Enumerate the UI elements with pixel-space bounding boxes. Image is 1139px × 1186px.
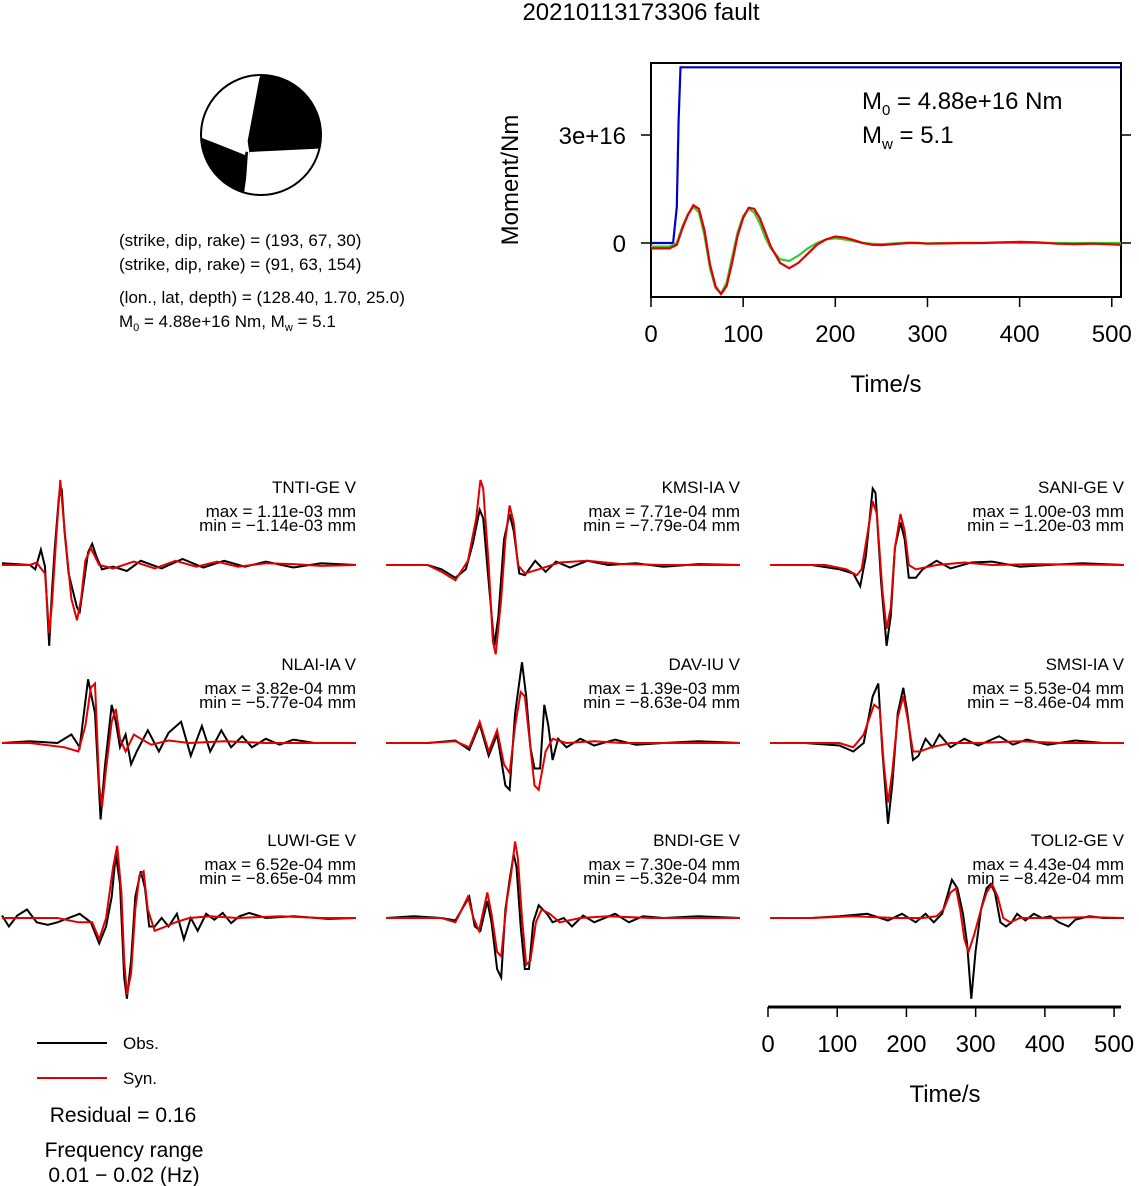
stf-magnitude-annotation: Mw = 5.1: [862, 122, 954, 153]
stf-ylabel: Moment/Nm: [497, 115, 524, 246]
synthetic-waveform: [770, 881, 1125, 956]
station-name: SMSI-IA V: [1046, 655, 1125, 674]
focal-mechanism-beachball: [200, 74, 322, 196]
waveform-xtick-label: 100: [817, 1031, 857, 1058]
legend-obs-label: Obs.: [123, 1034, 159, 1053]
synthetic-waveform: [2, 681, 356, 807]
waveform-xtick-label: 200: [886, 1031, 926, 1058]
station-max: max = 1.39e-03 mm: [588, 679, 740, 698]
observed-waveform: [1, 854, 357, 999]
station-min: min = −8.42e-04 mm: [967, 869, 1124, 888]
waveform-xtick-label: 300: [956, 1031, 996, 1058]
station-max: max = 7.71e-04 mm: [588, 502, 740, 521]
synthetic-waveform: [2, 479, 357, 634]
stf-ytick-label: 3e+16: [559, 123, 626, 150]
station-max: max = 1.11e-03 mm: [206, 502, 356, 521]
waveform-xtick-label: 500: [1094, 1031, 1134, 1058]
residual-text: Residual = 0.16: [50, 1104, 197, 1127]
legend: Obs. Syn. Residual = 0.16 Frequency rang…: [37, 1034, 203, 1186]
synthetic-waveform: [386, 479, 740, 655]
station-max: max = 7.30e-04 mm: [588, 855, 740, 874]
station-name: KMSI-IA V: [662, 478, 741, 497]
mechanism-line-1: (strike, dip, rake) = (193, 67, 30): [119, 231, 361, 250]
station-name: LUWI-GE V: [267, 831, 356, 850]
station-name: SANI-GE V: [1038, 478, 1125, 497]
station-min: min = −7.79e-04 mm: [583, 516, 740, 535]
stf-xtick-label: 200: [815, 321, 855, 348]
synthetic-waveform: [386, 841, 740, 968]
waveform-xtick-label: 400: [1025, 1031, 1065, 1058]
station-max: max = 4.43e-04 mm: [972, 855, 1124, 874]
stf-xtick-label: 400: [1000, 321, 1040, 348]
synthetic-waveform: [2, 845, 356, 995]
station-min: min = −5.77e-04 mm: [199, 693, 356, 712]
station-max: max = 1.00e-03 mm: [972, 502, 1124, 521]
synthetic-waveform: [770, 500, 1125, 629]
stf-series-1: [651, 205, 1121, 296]
station-min: min = −8.65e-04 mm: [199, 869, 356, 888]
legend-syn-label: Syn.: [123, 1069, 157, 1088]
observed-waveform: [770, 877, 1124, 999]
mechanism-moment-line: M0 = 4.88e+16 Nm, Mw = 5.1: [119, 312, 336, 334]
station-min: min = −1.20e-03 mm: [967, 516, 1124, 535]
frequency-range-value: 0.01 − 0.02 (Hz): [48, 1164, 199, 1186]
station-name: TNTI-GE V: [272, 478, 357, 497]
stf-plot: 0 100 200 300 400 500 0 3e+16 Moment/Nm Time/s…: [497, 62, 1132, 398]
station-max: max = 5.53e-04 mm: [972, 679, 1124, 698]
waveform-time-axis: 0 100 200 300 400 500 Time/s: [761, 1005, 1134, 1108]
stf-xlabel: Time/s: [850, 371, 921, 398]
figure-title: 20210113173306 fault: [522, 0, 759, 26]
stf-series-0: [651, 66, 1121, 245]
mechanism-line-2: (strike, dip, rake) = (91, 63, 154): [119, 255, 361, 274]
mechanism-line-3: (lon., lat, depth) = (128.40, 1.70, 25.0…: [119, 288, 405, 307]
waveform-xtick-label: 0: [761, 1031, 774, 1058]
stf-xtick-label: 500: [1092, 321, 1132, 348]
observed-waveform: [1, 679, 356, 820]
station-min: min = −8.46e-04 mm: [967, 693, 1124, 712]
station-name: BNDI-GE V: [653, 831, 741, 850]
station-max: max = 3.82e-04 mm: [204, 679, 356, 698]
observed-waveform: [385, 854, 741, 982]
stf-ytick-label: 0: [613, 231, 626, 258]
observed-waveform: [770, 485, 1125, 646]
stf-xtick-label: 300: [907, 321, 947, 348]
station-min: min = −8.63e-04 mm: [583, 693, 740, 712]
mechanism-info: (strike, dip, rake) = (193, 67, 30) (str…: [119, 231, 405, 334]
station-name: DAV-IU V: [669, 655, 741, 674]
station-name: TOLI2-GE V: [1031, 831, 1125, 850]
frequency-range-label: Frequency range: [45, 1139, 204, 1162]
synthetic-waveform: [386, 689, 740, 792]
synthetic-waveform: [770, 696, 1124, 803]
station-min: min = −1.14e-03 mm: [199, 516, 356, 535]
stf-xtick-label: 0: [644, 321, 657, 348]
observed-waveform: [386, 506, 741, 646]
stf-xtick-label: 100: [723, 321, 763, 348]
stf-moment-annotation: M0 = 4.88e+16 Nm: [862, 88, 1062, 119]
station-name: NLAI-IA V: [281, 655, 356, 674]
stf-series-2: [651, 203, 1122, 297]
station-max: max = 6.52e-04 mm: [204, 855, 356, 874]
waveform-time-label: Time/s: [909, 1081, 980, 1108]
stf-plot-frame: [650, 62, 1122, 298]
station-min: min = −5.32e-04 mm: [583, 869, 740, 888]
